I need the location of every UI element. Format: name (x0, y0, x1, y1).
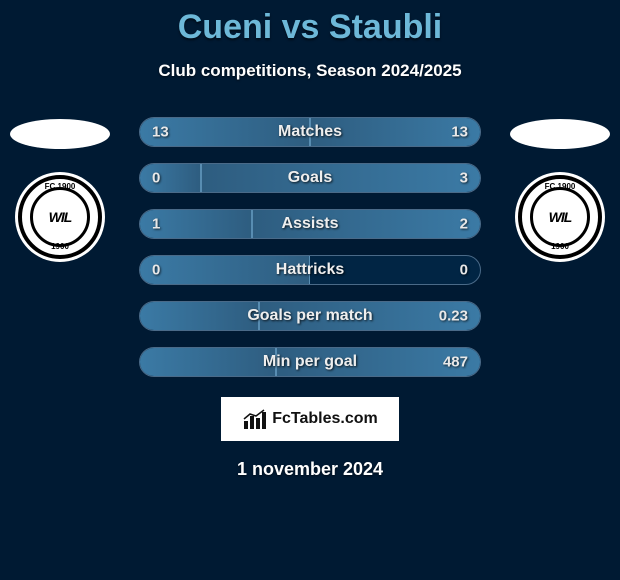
stat-value-left: 0 (152, 262, 160, 279)
stat-row: 1 2 Assists (139, 209, 481, 239)
stat-row: 487 Min per goal (139, 347, 481, 377)
stat-label: Goals per match (247, 307, 372, 325)
player-right-club-badge: FC 1900 WIL 1900 (518, 175, 602, 259)
stat-label: Min per goal (263, 353, 357, 371)
badge-arc-top: FC 1900 (545, 182, 576, 191)
player-left-column: FC 1900 WIL 1900 (10, 117, 110, 259)
stat-value-left: 1 (152, 216, 160, 233)
stat-bars: 13 13 Matches 0 3 Goals 1 2 Assists 0 0 Hattricks 0.… (139, 117, 481, 377)
stat-row: 0.23 Goals per match (139, 301, 481, 331)
stat-label: Hattricks (276, 261, 344, 279)
player-left-club-badge: FC 1900 WIL 1900 (18, 175, 102, 259)
badge-arc-bottom: 1900 (551, 242, 569, 251)
player-right-silhouette (510, 119, 610, 149)
player-left-silhouette (10, 119, 110, 149)
stat-value-right: 3 (460, 170, 468, 187)
stat-label: Goals (288, 169, 332, 187)
stat-value-right: 0 (460, 262, 468, 279)
stat-label: Matches (278, 123, 342, 141)
stat-fill-left (140, 302, 259, 330)
stat-value-left: 13 (152, 124, 169, 141)
badge-main-text: WIL (49, 209, 72, 225)
stat-value-right: 0.23 (439, 308, 468, 325)
stat-value-right: 2 (460, 216, 468, 233)
stat-row: 0 3 Goals (139, 163, 481, 193)
badge-arc-bottom: 1900 (51, 242, 69, 251)
badge-arc-top: FC 1900 (45, 182, 76, 191)
subtitle: Club competitions, Season 2024/2025 (0, 61, 620, 81)
stat-row: 0 0 Hattricks (139, 255, 481, 285)
stat-value-right: 487 (443, 354, 468, 371)
stat-fill-left (140, 348, 276, 376)
stat-fill-right (201, 164, 480, 192)
stat-value-right: 13 (451, 124, 468, 141)
brand-text: FcTables.com (272, 410, 378, 428)
player-right-column: FC 1900 WIL 1900 (510, 117, 610, 259)
stat-value-left: 0 (152, 170, 160, 187)
stat-fill-left (140, 164, 201, 192)
stat-row: 13 13 Matches (139, 117, 481, 147)
badge-main-text: WIL (549, 209, 572, 225)
page-title: Cueni vs Staubli (0, 0, 620, 47)
comparison-panel: FC 1900 WIL 1900 FC 1900 WIL 1900 1313Ma… (0, 117, 620, 377)
brand-box: FcTables.com (221, 397, 399, 441)
snapshot-date: 1 november 2024 (0, 459, 620, 480)
brand-chart-icon (242, 409, 268, 429)
stat-label: Assists (282, 215, 339, 233)
